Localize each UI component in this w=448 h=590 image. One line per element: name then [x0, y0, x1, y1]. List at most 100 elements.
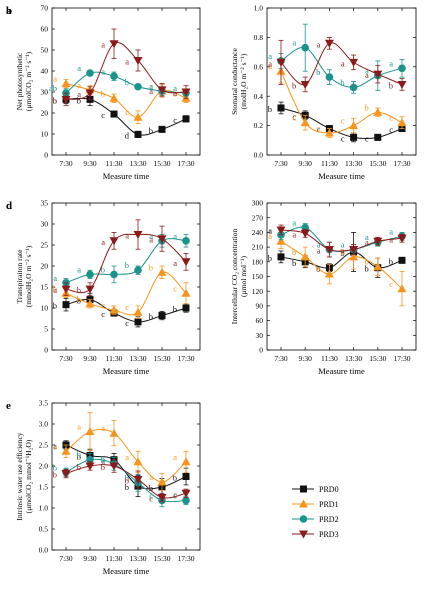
significance-letter-e-prd1-5: a: [173, 452, 177, 462]
data-point-b-prd2-3: [349, 83, 358, 92]
xtick-label-e-3: 13:30: [129, 554, 146, 563]
data-point-a-prd2-3: [134, 82, 142, 91]
significance-letter-c-prd0-1: b: [77, 296, 81, 306]
ytick-label-b-3: 0.6: [254, 62, 264, 71]
significance-letter-a-prd2-2: a: [101, 66, 105, 76]
significance-letter-c-prd2-2: b: [101, 264, 105, 274]
significance-letter-b-prd3-2: a: [317, 39, 321, 49]
significance-letter-d-prd2-4: a: [365, 232, 369, 242]
xtick-label-b-1: 9:30: [299, 159, 313, 168]
legend-label-prd2: PRD2: [319, 515, 339, 524]
xtick-label-a-0: 7:30: [59, 159, 73, 168]
significance-letter-c-prd2-1: a: [77, 264, 81, 274]
data-point-d-prd3-3: [349, 246, 359, 255]
yaxis-title-line-c-0: Transpiraiton rate: [15, 249, 24, 304]
data-point-e-prd3-2: [109, 462, 119, 471]
yaxis-title-c: Transpiraiton rate(mmolH₂O m⁻² s⁻¹): [15, 245, 33, 307]
significance-letter-a-prd2-5: a: [173, 83, 177, 93]
significance-letter-c-prd0-4: b: [149, 312, 153, 322]
ytick-label-b-1: 0.2: [254, 121, 264, 130]
xtick-label-b-2: 11:30: [321, 159, 338, 168]
series-c-prd1: bbc cbc: [53, 262, 191, 319]
significance-letter-b-prd3-4: a: [365, 70, 369, 80]
ytick-label-d-8: 240: [252, 228, 264, 237]
significance-letter-d-prd0-1: b: [292, 258, 296, 268]
significance-letter-a-prd1-3: c: [125, 107, 129, 117]
significance-letter-b-prd0-3: c: [341, 133, 345, 143]
significance-letter-c-prd2-4: a: [149, 231, 153, 241]
data-point-e-prd3-3: [133, 475, 143, 484]
significance-letter-c-prd0-0: b: [53, 301, 57, 311]
significance-letter-d-prd2-1: a: [292, 218, 296, 228]
xaxis-title-d: Measure time: [318, 366, 365, 376]
ytick-label-d-4: 120: [252, 287, 264, 296]
data-point-c-prd2-5: [182, 237, 190, 245]
data-point-a-prd3-5: [181, 88, 191, 97]
data-point-b-prd3-1: [300, 80, 310, 89]
plot-frame-b: [266, 7, 417, 156]
ytick-label-a-6: 60: [41, 25, 49, 34]
data-point-d-prd3-0: [276, 226, 286, 235]
significance-letter-a-prd3-0: b: [53, 95, 57, 105]
ytick-label-b-2: 0.4: [254, 92, 264, 101]
yaxis-title-line-d-1: (μmol mol⁻¹): [239, 256, 248, 297]
data-point-c-prd3-5: [181, 258, 191, 267]
significance-letter-b-prd3-0: a: [268, 58, 272, 68]
significance-letter-d-prd3-1: a: [292, 229, 296, 239]
legend-item-prd0: PRD0: [292, 485, 339, 494]
yaxis-title-b: Stomatal conductance(molH₂O m⁻² s⁻¹): [230, 47, 248, 114]
data-point-a-prd3-2: [109, 40, 119, 49]
ytick-label-d-9: 270: [252, 213, 264, 222]
data-point-c-prd0-3: [134, 318, 142, 326]
significance-letter-b-prd0-0: b: [268, 104, 272, 114]
data-point-b-prd0-4: [374, 133, 382, 141]
significance-letter-e-prd0-2: a: [101, 456, 105, 466]
data-point-c-prd0-0: [62, 301, 70, 309]
significance-letter-b-prd1-3: c: [341, 116, 345, 126]
ytick-label-a-0: 0: [44, 151, 48, 160]
legend-label-prd3: PRD3: [319, 530, 339, 539]
ytick-label-e-0: 0.0: [39, 546, 49, 555]
xtick-label-e-2: 11:30: [106, 554, 123, 563]
series-e-prd3: bb bbc c: [53, 459, 191, 504]
ytick-label-c-4: 20: [41, 262, 49, 271]
data-point-e-prd0-5: [182, 473, 190, 480]
significance-letter-e-prd1-2: a: [101, 423, 105, 433]
xtick-label-d-3: 13:30: [345, 354, 362, 363]
significance-letter-e-prd1-1: a: [77, 422, 81, 432]
series-line-a-prd3: [65, 42, 187, 100]
xtick-label-e-0: 7:30: [59, 554, 73, 563]
data-point-e-prd1-2: [109, 428, 119, 437]
xtick-label-c-1: 9:30: [83, 354, 97, 363]
series-line-c-prd3: [65, 233, 187, 294]
xtick-label-a-2: 11:30: [106, 159, 123, 168]
significance-letter-e-prd3-1: b: [77, 462, 81, 472]
legend-item-prd2: PRD2: [292, 515, 339, 524]
xtick-label-d-2: 11:30: [321, 354, 338, 363]
significance-letter-d-prd0-0: b: [268, 253, 272, 263]
significance-letter-c-prd3-5: a: [173, 258, 177, 268]
xtick-label-e-5: 17:30: [177, 554, 194, 563]
significance-letter-d-prd0-4: b: [365, 264, 369, 274]
legend-item-prd3: PRD3: [292, 530, 339, 539]
xtick-label-c-0: 7:30: [59, 354, 73, 363]
significance-letter-b-prd1-1: c: [292, 113, 296, 123]
data-point-c-prd0-5: [182, 304, 190, 312]
significance-letter-e-prd0-5: b: [173, 473, 177, 483]
chart-legend: PRD0 PRD1 PRD2 PRD3: [292, 485, 339, 539]
yaxis-title-line-a-1: (μmolCO₂ m⁻² s⁻¹): [24, 51, 33, 111]
data-point-b-prd1-3: [349, 121, 359, 130]
data-point-a-prd3-0: [61, 95, 71, 104]
data-point-e-prd2-5: [182, 496, 190, 505]
significance-letter-c-prd0-2: c: [101, 309, 105, 319]
yaxis-title-line-a-0: Net photosynthetic: [15, 52, 24, 110]
significance-letter-d-prd2-3: a: [341, 240, 345, 250]
data-point-e-prd1-0: [61, 446, 71, 455]
significance-letter-c-prd3-2: a: [101, 237, 105, 247]
